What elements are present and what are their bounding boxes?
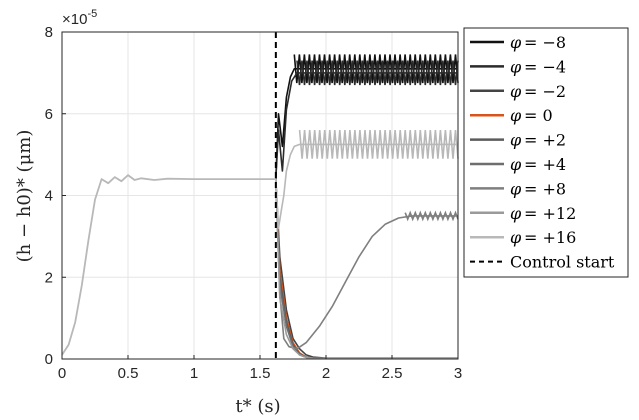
- y-tick-label: 8: [45, 24, 53, 41]
- legend: φ = −8φ = −4φ = −2φ = 0φ = +2φ = +4φ = +…: [463, 27, 629, 278]
- legend-label-control: Control start: [510, 253, 615, 272]
- legend-phi-symbol: φ: [510, 57, 522, 76]
- legend-label: = −4: [524, 57, 566, 76]
- series-layer: [61, 54, 459, 360]
- y-tick-label: 4: [45, 188, 53, 205]
- legend-phi-symbol: φ: [510, 33, 522, 52]
- legend-phi-symbol: φ: [510, 179, 522, 198]
- x-tick-label: 0.5: [118, 365, 139, 382]
- legend-label: = +12: [524, 204, 576, 223]
- legend-label: = +16: [524, 228, 576, 247]
- y-exponent-label: ×10-5: [62, 8, 97, 28]
- y-tick-label: 6: [45, 106, 53, 123]
- y-tick-label: 0: [45, 351, 53, 368]
- x-axis-ticks: 0 0.5 1 1.5 2 2.5 3: [58, 355, 462, 382]
- legend-label: = +4: [524, 155, 566, 174]
- series-line-6: [275, 179, 458, 350]
- legend-label: = 0: [524, 106, 553, 125]
- legend-phi-symbol: φ: [510, 204, 522, 223]
- x-tick-label: 2: [322, 365, 330, 382]
- y-axis-ticks: 0 2 4 6 8: [45, 24, 66, 368]
- legend-phi-symbol: φ: [510, 106, 522, 125]
- legend-label: = +2: [524, 131, 566, 150]
- x-tick-label: 0: [58, 365, 66, 382]
- legend-label: = −8: [524, 33, 566, 52]
- series-line-0: [275, 68, 458, 180]
- series-line-8: [275, 143, 458, 229]
- legend-phi-symbol: φ: [510, 131, 522, 150]
- legend-label: = +8: [524, 179, 566, 198]
- legend-box: [463, 27, 629, 278]
- y-tick-label: 2: [45, 269, 53, 286]
- legend-label: = −2: [524, 82, 566, 101]
- x-tick-label: 2.5: [382, 365, 403, 382]
- y-axis-label: (h − h0)* (μm): [14, 130, 35, 263]
- x-tick-label: 1.5: [250, 365, 271, 382]
- x-axis-label: t* (s): [235, 396, 280, 417]
- series-line-7: [275, 179, 458, 360]
- initial-transient-line: [61, 174, 276, 356]
- legend-phi-symbol: φ: [510, 155, 522, 174]
- y-exponent-power: -5: [87, 8, 97, 20]
- legend-phi-symbol: φ: [510, 82, 522, 101]
- grid: [62, 32, 458, 359]
- series-line-1-oscillation: [296, 60, 459, 86]
- series-line-8-oscillation: [298, 130, 459, 159]
- y-exponent-base: ×10: [62, 11, 87, 28]
- x-tick-label: 1: [190, 365, 198, 382]
- legend-phi-symbol: φ: [510, 228, 522, 247]
- series-line-6-oscillation: [404, 210, 459, 222]
- x-tick-label: 3: [454, 365, 462, 382]
